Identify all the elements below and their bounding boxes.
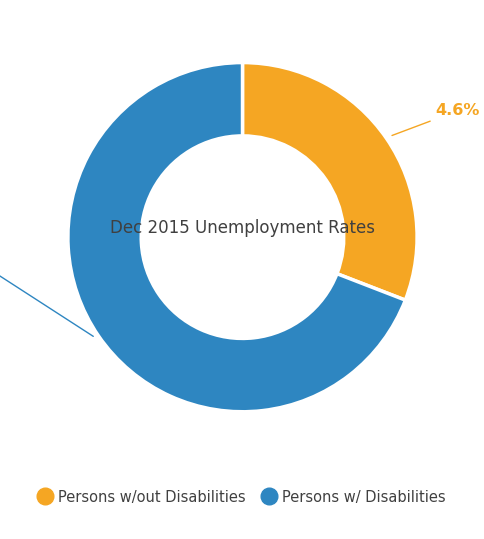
Wedge shape	[68, 63, 405, 412]
Text: 10.3%: 10.3%	[0, 247, 93, 336]
Text: Dec 2015 Unemployment Rates: Dec 2015 Unemployment Rates	[110, 219, 374, 238]
Legend: Persons w/out Disabilities, Persons w/ Disabilities: Persons w/out Disabilities, Persons w/ D…	[33, 484, 451, 511]
Text: 4.6%: 4.6%	[391, 103, 479, 135]
Wedge shape	[242, 63, 416, 300]
